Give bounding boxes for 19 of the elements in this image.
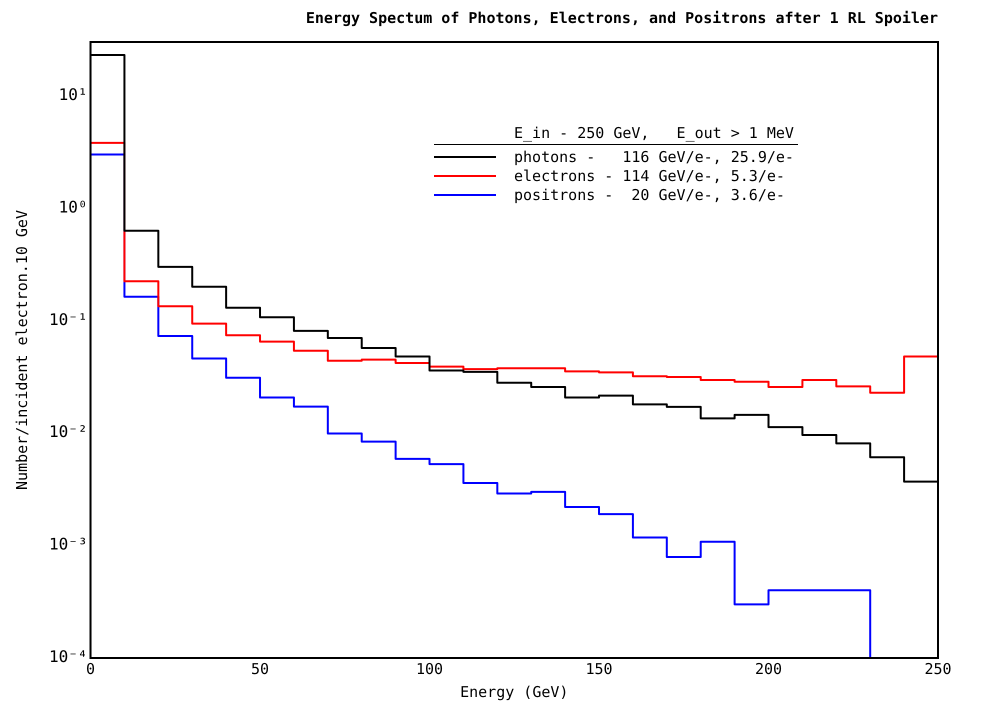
- x-axis-title: Energy (GeV): [460, 682, 568, 701]
- y-tick-label: 10⁻⁴: [49, 647, 88, 666]
- y-tick-label: 10⁻³: [49, 534, 88, 554]
- x-tick-label: 100: [416, 660, 444, 678]
- y-tick-label: 10⁰: [58, 197, 88, 216]
- x-tick-label: 250: [924, 660, 952, 678]
- y-axis-title: Number/incident electron.10 GeV: [12, 210, 31, 490]
- legend-label: electrons - 114 GeV/e-, 5.3/e-: [514, 166, 785, 184]
- legend-title: E_in - 250 GeV, E_out > 1 MeV: [434, 124, 798, 145]
- legend-label: photons - 116 GeV/e-, 25.9/e-: [514, 148, 794, 166]
- legend-label: positrons - 20 GeV/e-, 3.6/e-: [514, 186, 785, 204]
- x-tick-label: 200: [754, 660, 782, 678]
- x-tick-label: 50: [250, 660, 270, 678]
- y-tick-label: 10¹: [58, 84, 88, 104]
- chart-title: Energy Spectum of Photons, Electrons, and Positrons after 1 RL Spoiler: [306, 8, 938, 27]
- x-tick-label: 150: [585, 660, 613, 678]
- y-tick-label: 10⁻²: [49, 422, 88, 442]
- y-tick-label: 10⁻¹: [49, 310, 88, 329]
- x-tick-label: 0: [86, 660, 96, 678]
